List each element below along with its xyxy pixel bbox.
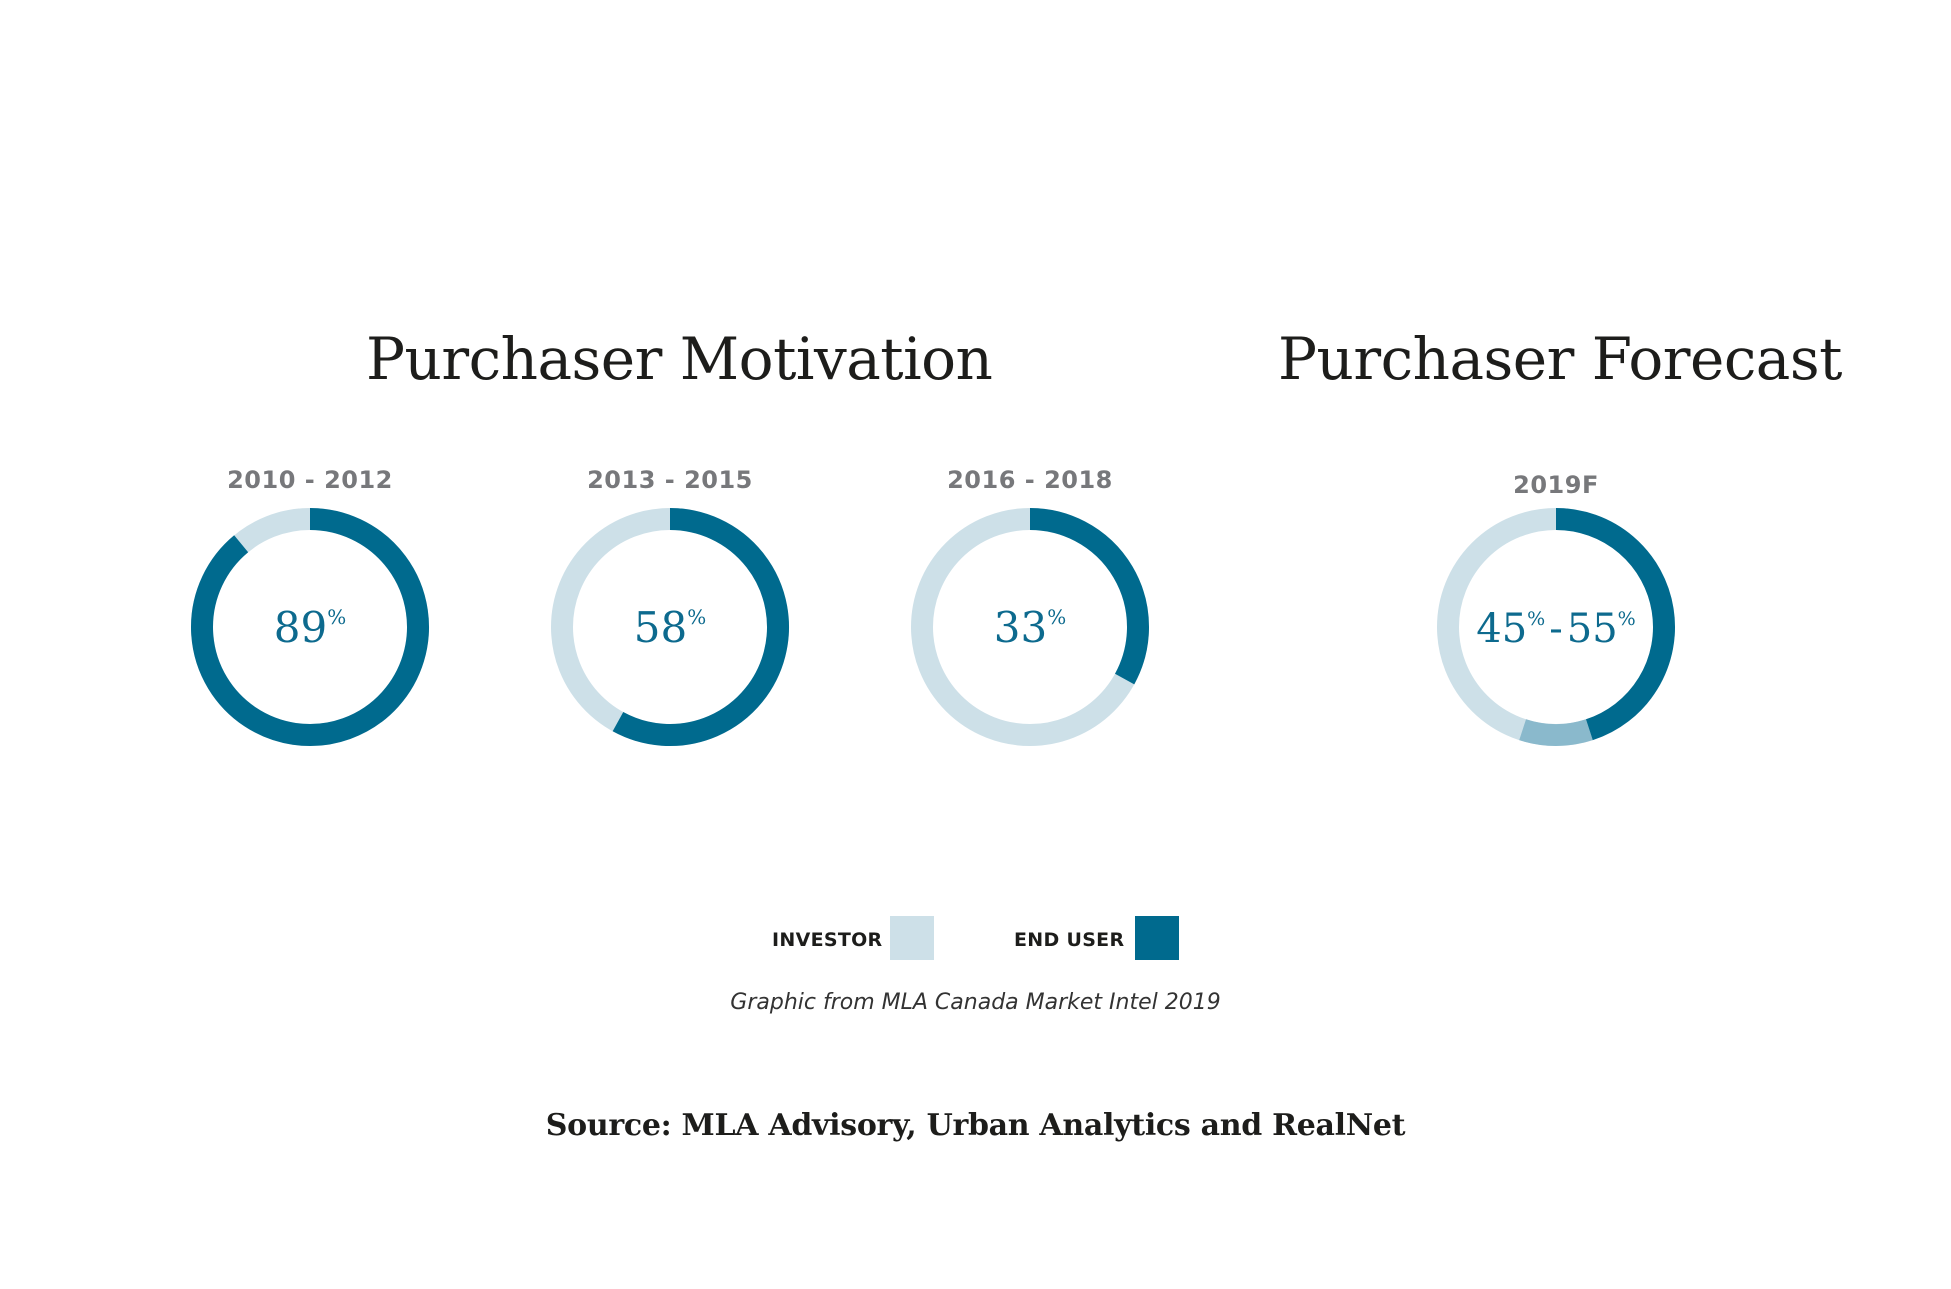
legend-label-investor: INVESTOR [772, 929, 883, 951]
forecast-title: Purchaser Forecast [1278, 325, 1842, 393]
source-note: Source: MLA Advisory, Urban Analytics an… [545, 1108, 1406, 1143]
donut-end-user-segment-2019f [1555, 508, 1675, 741]
period-label-2019f: 2019F [1513, 471, 1599, 499]
period-label-2013-2015: 2013 - 2015 [587, 466, 753, 494]
donut-end-user-segment-2016-2018 [1029, 508, 1149, 685]
motivation-title: Purchaser Motivation [366, 325, 993, 393]
period-label-2010-2012: 2010 - 2012 [227, 466, 393, 494]
graphic-credit: Graphic from MLA Canada Market Intel 201… [730, 990, 1221, 1015]
legend-swatch-investor [890, 916, 934, 960]
legend-swatch-end-user [1135, 916, 1179, 960]
period-label-2016-2018: 2016 - 2018 [947, 466, 1113, 494]
donut-end-user-segment-2010-2012 [191, 508, 429, 746]
donut-value-2013-2015: 58% [634, 603, 706, 652]
donut-range-segment-2019f [1519, 719, 1593, 746]
legend-label-end-user: END USER [1014, 929, 1125, 951]
donut-value-2016-2018: 33% [994, 603, 1066, 652]
donut-value-2010-2012: 89% [274, 603, 346, 652]
donut-value-2019f: 45% -55% [1476, 606, 1635, 652]
donut-end-user-segment-2013-2015 [612, 508, 789, 746]
